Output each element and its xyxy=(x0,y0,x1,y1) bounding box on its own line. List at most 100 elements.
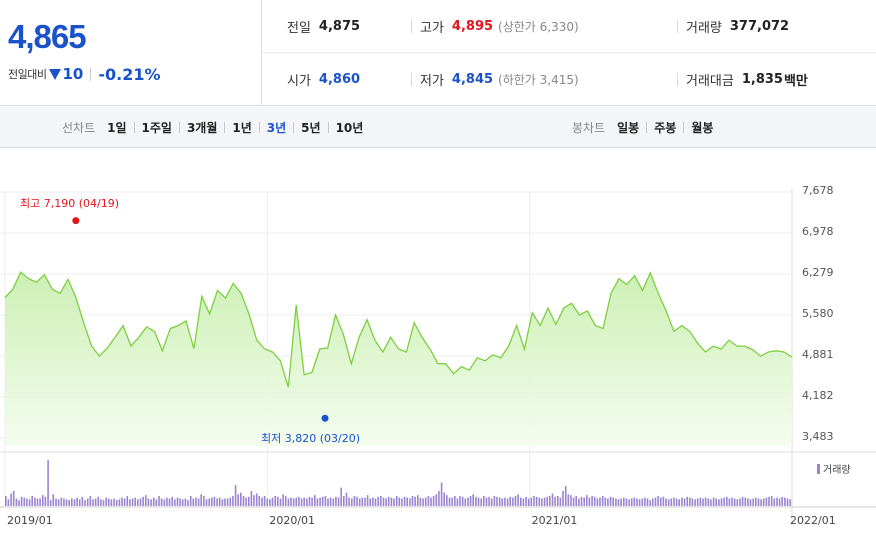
volume-bar xyxy=(271,497,274,506)
volume-bar xyxy=(358,498,361,506)
volume-bar xyxy=(18,500,20,506)
volume-bar xyxy=(55,498,57,506)
y-tick-label: 7,678 xyxy=(802,184,834,197)
volume-bar xyxy=(100,499,102,506)
divider xyxy=(224,121,226,133)
volume-bar xyxy=(451,497,453,506)
volume-bar xyxy=(786,498,789,506)
stat-value: 4,860 xyxy=(318,72,361,87)
y-tick-label: 4,881 xyxy=(802,348,834,361)
volume-bar xyxy=(475,496,477,506)
volume-bar xyxy=(461,496,464,506)
volume-bar xyxy=(71,498,73,506)
volume-bar xyxy=(512,497,514,506)
low-point-marker xyxy=(321,414,329,422)
volume-bar xyxy=(712,497,715,506)
tab-3month[interactable]: 3개월 xyxy=(186,120,218,135)
volume-bar xyxy=(432,496,435,506)
x-tick-label: 2020/01 xyxy=(269,514,316,527)
volume-bar xyxy=(86,498,89,506)
tab-10year[interactable]: 10년 xyxy=(335,120,364,135)
volume-bar xyxy=(625,498,628,506)
volume-bar xyxy=(456,498,459,506)
volume-bar xyxy=(105,497,107,506)
volume-bar xyxy=(340,487,342,506)
price-area-fill xyxy=(5,272,792,446)
volume-bar xyxy=(311,497,313,506)
volume-bar xyxy=(477,497,480,506)
volume-bar xyxy=(459,496,461,506)
volume-bar xyxy=(65,499,68,506)
chart-canvas xyxy=(0,188,876,524)
volume-bar xyxy=(174,499,176,506)
price-chart[interactable]: 7,678 6,978 6,279 5,580 4,881 4,182 3,483 2019… xyxy=(0,150,876,540)
volume-bar xyxy=(171,496,173,506)
volume-bar xyxy=(15,498,18,506)
volume-bar xyxy=(575,496,577,506)
volume-bar xyxy=(314,495,316,506)
stat-volume: 거래량 377,072 xyxy=(677,17,789,36)
volume-bar xyxy=(115,500,118,506)
volume-bar xyxy=(319,497,321,506)
volume-bar xyxy=(269,499,271,506)
volume-bar xyxy=(274,496,276,506)
volume-bar xyxy=(306,498,308,506)
volume-bar xyxy=(770,496,773,506)
volume-bar xyxy=(94,498,97,506)
tab-1day[interactable]: 1일 xyxy=(107,120,127,135)
volume-legend-label: 거래량 xyxy=(823,465,851,476)
volume-bar xyxy=(704,497,707,506)
volume-bar xyxy=(731,497,733,506)
volume-bar xyxy=(757,498,760,506)
volume-bar xyxy=(282,494,284,506)
volume-bar xyxy=(250,490,253,506)
volume-bar xyxy=(427,496,430,506)
volume-bar xyxy=(760,499,762,506)
volume-bar xyxy=(60,497,63,506)
volume-bar xyxy=(395,496,398,506)
volume-bar xyxy=(490,498,493,506)
tab-daily-candle[interactable]: 일봉 xyxy=(617,120,640,135)
tab-1week[interactable]: 1주일 xyxy=(141,120,172,135)
volume-bar xyxy=(726,496,728,506)
divider xyxy=(411,73,412,86)
volume-bar xyxy=(504,497,506,506)
volume-bar xyxy=(155,499,158,506)
tab-monthly-candle[interactable]: 월봉 xyxy=(691,120,714,135)
tab-weekly-candle[interactable]: 주봉 xyxy=(654,120,677,135)
volume-bar xyxy=(31,496,33,506)
volume-bar xyxy=(179,498,181,506)
tab-1year[interactable]: 1년 xyxy=(232,120,252,135)
volume-bar xyxy=(142,496,144,506)
volume-bar xyxy=(683,498,686,506)
tab-3year[interactable]: 3년 xyxy=(266,120,287,135)
volume-bar xyxy=(84,500,86,506)
volume-bar xyxy=(332,498,335,506)
volume-bar xyxy=(290,497,292,506)
volume-bar xyxy=(147,498,150,506)
volume-bar xyxy=(221,499,224,506)
volume-bar xyxy=(113,498,115,506)
volume-bar xyxy=(551,493,554,506)
y-tick-label: 3,483 xyxy=(802,430,834,443)
volume-bar xyxy=(414,496,416,506)
stat-low: 저가 4,845 (하한가 3,415) xyxy=(411,70,677,89)
stat-label: 거래대금 xyxy=(686,74,734,89)
tab-5year[interactable]: 5년 xyxy=(301,120,321,135)
volume-bar xyxy=(337,497,340,506)
volume-bar xyxy=(543,497,546,506)
volume-bar xyxy=(108,498,110,506)
volume-bar xyxy=(617,499,620,506)
current-price: 4,865 xyxy=(8,18,87,55)
volume-bar xyxy=(578,498,580,506)
stat-label: 시가 xyxy=(287,74,311,89)
volume-bar xyxy=(747,498,749,506)
volume-bar xyxy=(681,497,683,506)
volume-bar xyxy=(744,497,747,506)
volume-bar xyxy=(213,496,216,506)
volume-bar xyxy=(39,498,41,506)
volume-bar xyxy=(498,497,501,506)
volume-bar xyxy=(263,496,266,506)
volume-bar xyxy=(520,497,522,506)
